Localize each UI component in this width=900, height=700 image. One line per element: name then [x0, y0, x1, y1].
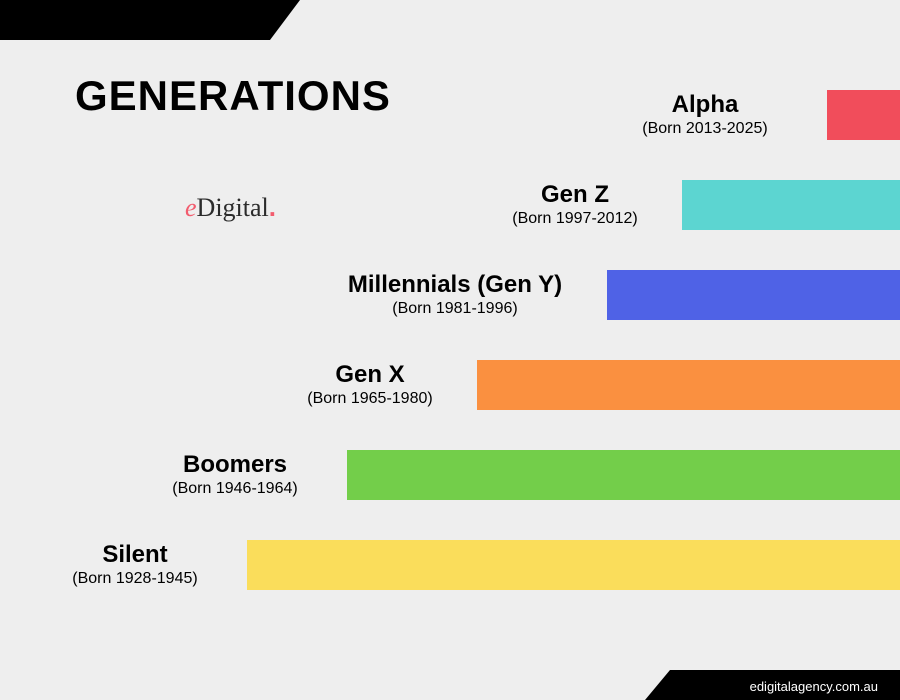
- generation-years: (Born 1946-1964): [145, 480, 325, 498]
- generation-name: Gen X: [285, 362, 455, 388]
- generation-years: (Born 2013-2025): [605, 120, 805, 138]
- chart-row: Millennials (Gen Y) (Born 1981-1996): [0, 250, 900, 340]
- chart-bar: [347, 450, 900, 500]
- chart-bar: [607, 270, 900, 320]
- row-label: Boomers (Born 1946-1964): [145, 452, 335, 498]
- row-label: Gen X (Born 1965-1980): [285, 362, 465, 408]
- infographic-container: GENERATIONS eDigital. Alpha (Born 2013-2…: [0, 0, 900, 700]
- generation-name: Alpha: [605, 92, 805, 118]
- row-label: Millennials (Gen Y) (Born 1981-1996): [325, 272, 595, 318]
- chart-row: Gen Z (Born 1997-2012): [0, 160, 900, 250]
- generation-years: (Born 1928-1945): [45, 570, 225, 588]
- footer-url: edigitalagency.com.au: [750, 679, 878, 694]
- row-label: Gen Z (Born 1997-2012): [490, 182, 670, 228]
- chart-bar: [477, 360, 900, 410]
- generation-name: Boomers: [145, 452, 325, 478]
- generation-name: Millennials (Gen Y): [325, 272, 585, 298]
- generations-chart: Alpha (Born 2013-2025) Gen Z (Born 1997-…: [0, 70, 900, 610]
- row-label: Silent (Born 1928-1945): [45, 542, 235, 588]
- generation-years: (Born 1997-2012): [490, 210, 660, 228]
- top-corner-shape: [0, 0, 270, 40]
- generation-name: Silent: [45, 542, 225, 568]
- chart-row: Alpha (Born 2013-2025): [0, 70, 900, 160]
- generation-years: (Born 1981-1996): [325, 300, 585, 318]
- chart-bar: [827, 90, 900, 140]
- chart-bar: [247, 540, 900, 590]
- generation-years: (Born 1965-1980): [285, 390, 455, 408]
- chart-bar: [682, 180, 900, 230]
- row-label: Alpha (Born 2013-2025): [605, 92, 815, 138]
- chart-row: Silent (Born 1928-1945): [0, 520, 900, 610]
- generation-name: Gen Z: [490, 182, 660, 208]
- chart-row: Gen X (Born 1965-1980): [0, 340, 900, 430]
- chart-row: Boomers (Born 1946-1964): [0, 430, 900, 520]
